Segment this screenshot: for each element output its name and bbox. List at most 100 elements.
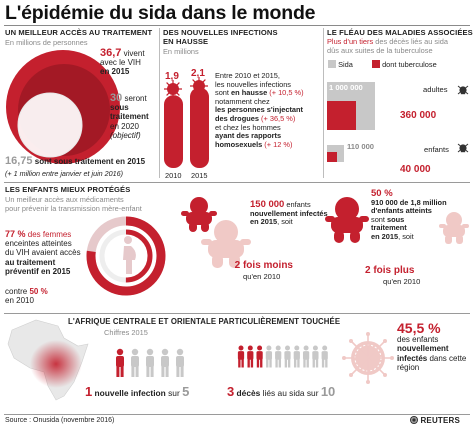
reuters-dots-icon: [410, 416, 418, 424]
baby1-b: nouvellement infectés: [250, 208, 328, 218]
baby2-a: 910 000 de 1,8 million: [371, 197, 447, 207]
adults-label: adultes: [423, 85, 448, 94]
baby2-fois: 2 fois plus: [365, 265, 415, 276]
children-label: enfants: [424, 145, 449, 154]
section2-l4: au traitement: [5, 257, 56, 267]
footer-rule: [4, 414, 470, 415]
section2-heading: LES ENFANTS MIEUX PROTÉGÉS: [5, 185, 131, 194]
pct-2010: 50 %: [29, 287, 48, 296]
col2-p4: notamment chez: [215, 96, 270, 106]
treated-text: sont sous traitement en 2015: [34, 157, 146, 166]
title-rule: [4, 25, 470, 26]
person-icon: [247, 345, 254, 368]
person-icon: [321, 345, 328, 368]
skull-icon-children: [457, 143, 469, 153]
col2-heading-a: DES NOUVELLES INFECTIONS: [163, 28, 278, 37]
col2-heading-b: EN HAUSSE: [163, 37, 209, 46]
target-value: 30: [110, 92, 123, 104]
person-icon: [116, 348, 124, 377]
section2-l3: du VIH avaient accès: [5, 248, 81, 258]
legend-swatch-tb: [372, 60, 380, 68]
contre-label: contre: [5, 287, 30, 296]
pct-2015-text: des femmes: [25, 230, 72, 239]
stat2-rest: liés au sida sur: [262, 388, 321, 398]
pct-2015: 77 %: [5, 229, 26, 239]
legend-sida: Sida: [328, 60, 353, 69]
stat2-text: décès: [234, 388, 263, 398]
africa-hotspot: [30, 340, 82, 388]
baby2-f: en 2015: [371, 231, 399, 241]
legend-swatch-sida: [328, 60, 336, 68]
section2-sub-b: pour prévenir la transmission mère-enfan…: [5, 204, 142, 213]
baby-icon-1: [181, 197, 217, 232]
stat1-num: 1: [85, 384, 93, 399]
section2-contre: contre 50 % en 2010: [5, 287, 93, 305]
target-text-e: (objectif): [110, 130, 141, 140]
section2-l5: préventif en 2015: [5, 266, 71, 276]
section3-pct: 45,5 % des enfants nouvellement infectés…: [397, 321, 473, 372]
col2-p9a: homosexuels: [215, 139, 263, 149]
divider-1: [159, 28, 160, 178]
person-icon: [312, 345, 319, 368]
col1-living: 36,7 vivent avec le VIH en 2015: [100, 47, 160, 77]
baby2-g: , soit: [398, 231, 414, 241]
col2-subheading: En millions: [163, 47, 199, 56]
adults-tb-square: [327, 101, 356, 130]
circle-treated-inner: [17, 92, 83, 158]
col2-p6b: (+ 36,5 %): [258, 113, 296, 123]
baby-icon-4: [439, 212, 469, 244]
bar-2015: [190, 87, 209, 168]
col2-p3a: sont: [215, 88, 232, 98]
target-text-c: traitement: [110, 112, 149, 122]
col2-p1: Entre 2010 et 2015,: [215, 71, 280, 80]
col2-p3c: (+ 10,5 %): [267, 88, 304, 98]
person-icon: [176, 348, 184, 377]
adults-total: 1 000 000: [329, 83, 363, 92]
section2-rule: [4, 182, 470, 183]
treated-value: 16,75: [5, 155, 33, 167]
reuters-logo: REUTERS: [410, 416, 460, 425]
person-icon: [146, 348, 154, 377]
baby-icon-2: [201, 220, 251, 268]
page-title: L'épidémie du sida dans le monde: [5, 2, 316, 24]
baby1-qu: qu'en 2010: [243, 272, 281, 281]
col1-treated: 16,75 sont sous traitement en 2015: [5, 155, 157, 167]
col1-subheading: En millions de personnes: [5, 38, 88, 47]
person-icon: [284, 345, 291, 368]
legend-sida-label: Sida: [338, 60, 353, 69]
virus-icon-big: [342, 332, 394, 384]
target-text-d: en 2020: [110, 121, 139, 131]
baby1-a: enfants: [286, 200, 311, 209]
bar1-label: 1,9: [165, 71, 179, 82]
col2-p5: les personnes s'injectant: [215, 105, 304, 115]
legend-tb: dont tuberculose: [372, 60, 437, 69]
stat1: 1 nouvelle infection sur 5: [85, 384, 189, 399]
baby-icon-3: [325, 197, 369, 243]
baby1-c: en 2015: [250, 217, 278, 227]
section2-l2: enceintes atteintes: [5, 239, 72, 249]
col1-treated-note: (+ 1 million entre janvier et juin 2016): [5, 169, 124, 178]
baby2-c: sont: [371, 214, 388, 224]
stat2: 3 décès liés au sida sur 10: [227, 384, 335, 399]
living-text-b: avec le VIH: [100, 58, 141, 68]
living-text-c: en 2015: [100, 67, 130, 77]
baby1-d: , soit: [277, 217, 293, 227]
section2-text: 77 % des femmes enceintes atteintes du V…: [5, 229, 93, 276]
baby1-text: 150 000 enfants nouvellement infectés en…: [250, 200, 342, 227]
person-icon: [302, 345, 310, 368]
target-text-b: sous: [110, 103, 129, 113]
col2-p7: et chez les hommes: [215, 122, 281, 132]
living-value: 36,7: [100, 47, 122, 59]
children-tb-square: [327, 152, 337, 162]
stat2-num: 3: [227, 384, 235, 399]
target-text-a: seront: [124, 94, 147, 103]
stat1-den: 5: [182, 384, 190, 399]
stat2-den: 10: [320, 384, 336, 399]
baby2-pct: 50 %: [371, 188, 393, 199]
col2-text: Entre 2010 et 2015, les nouvelles infect…: [215, 71, 323, 149]
col1-heading: UN MEILLEUR ACCÈS AU TRAITEMENT: [5, 28, 153, 37]
